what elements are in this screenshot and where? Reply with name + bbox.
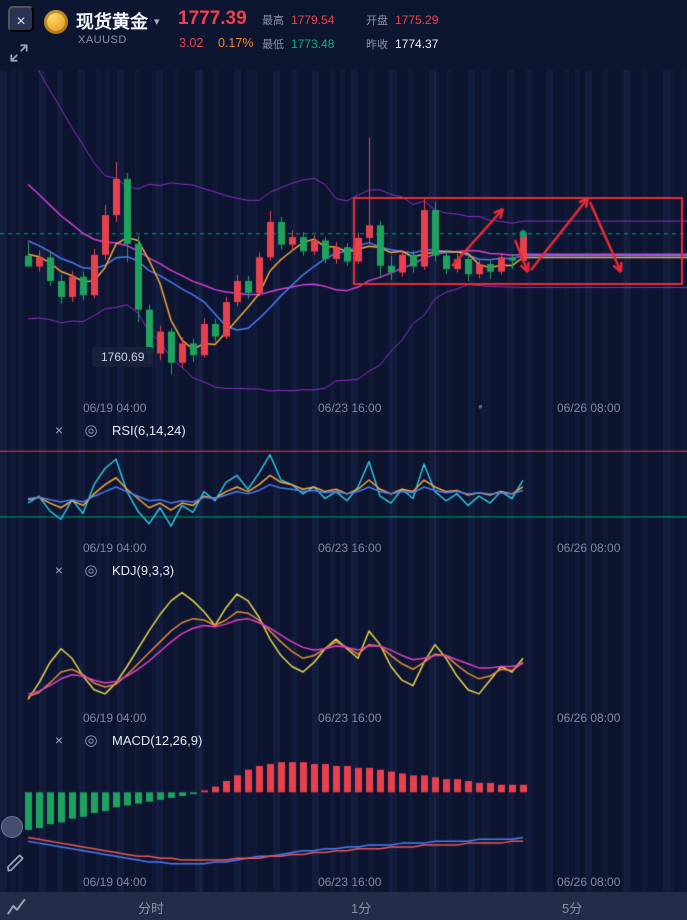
price-change-pct: 0.17% [218,36,254,50]
kdj-chart-canvas[interactable] [0,582,687,710]
panel-settings-icon[interactable]: ◎ [82,731,100,749]
tab-1min[interactable]: 1分 [351,901,372,916]
panel-close-icon[interactable]: × [50,562,68,578]
macd-time-axis: 06/19 04:00 06/23 16:00 06/26 08:00 [0,874,687,892]
stat-value: 1775.29 [395,13,439,27]
stat-high: 最高 1779.54 [262,12,334,28]
time-label: 06/23 16:00 [318,875,382,889]
time-label: 06/19 04:00 [83,875,147,889]
kdj-panel-header: × ◎ KDJ(9,3,3) [0,558,687,582]
instrument-symbol: XAUUSD [78,34,127,46]
main-chart-section: 1760.69 06/19 04:00 06/23 16:00 06/26 08… [0,70,687,418]
kdj-panel: × ◎ KDJ(9,3,3) 06/19 04:00 06/23 16:00 0… [0,558,687,728]
chart-mode-icon[interactable] [7,896,27,916]
stat-label: 最高 [262,15,284,27]
macd-chart-canvas[interactable] [0,752,687,874]
stat-prev-close: 昨收 1774.37 [366,36,438,52]
low-price-label: 1760.69 [92,347,154,367]
fullscreen-icon[interactable] [8,42,30,64]
tab-timeshare[interactable]: 分时 [138,901,165,916]
stat-value: 1779.54 [291,13,335,27]
last-price: 1777.39 [178,8,247,29]
stat-low: 最低 1773.48 [262,36,334,52]
panel-close-icon[interactable]: × [50,732,68,748]
page-dot-active[interactable]: ● [478,402,483,411]
indicator-title: KDJ(9,3,3) [112,562,175,578]
stat-value: 1774.37 [395,37,439,51]
time-label: 06/23 16:00 [318,541,382,555]
gold-coin-icon [44,10,68,34]
main-time-axis: 06/19 04:00 06/23 16:00 06/26 08:00 ● ● [0,400,687,418]
indicator-title: MACD(12,26,9) [112,732,203,748]
time-label: 06/26 08:00 [557,401,621,415]
panel-close-icon[interactable]: × [50,422,68,438]
instrument-selector[interactable]: 现货黄金 ▾ [76,8,160,34]
time-label: 06/26 08:00 [557,875,621,889]
time-label: 06/19 04:00 [83,711,147,725]
macd-panel: × ◎ MACD(12,26,9) 06/19 04:00 06/23 16:0… [0,728,687,892]
time-label: 06/23 16:00 [318,401,382,415]
stat-label: 昨收 [366,39,388,51]
tab-5min[interactable]: 5分 [562,901,583,916]
rsi-time-axis: 06/19 04:00 06/23 16:00 06/26 08:00 [0,540,687,558]
chevron-down-icon: ▾ [154,15,160,28]
time-label: 06/19 04:00 [83,541,147,555]
instrument-title: 现货黄金 [76,12,148,32]
rsi-panel: × ◎ RSI(6,14,24) 06/19 04:00 06/23 16:00… [0,418,687,558]
floating-tool-button[interactable] [1,816,23,838]
time-label: 06/26 08:00 [557,711,621,725]
stat-label: 开盘 [366,15,388,27]
time-label: 06/23 16:00 [318,711,382,725]
rsi-chart-canvas[interactable] [0,442,687,540]
stat-value: 1773.48 [291,37,335,51]
rsi-panel-header: × ◎ RSI(6,14,24) [0,418,687,442]
time-label: 06/19 04:00 [83,401,147,415]
stat-open: 开盘 1775.29 [366,12,438,28]
close-icon[interactable]: × [8,6,34,32]
price-change: 3.02 [179,36,204,50]
indicator-title: RSI(6,14,24) [112,422,186,438]
panel-settings-icon[interactable]: ◎ [82,561,100,579]
panel-settings-icon[interactable]: ◎ [82,421,100,439]
kdj-time-axis: 06/19 04:00 06/23 16:00 06/26 08:00 [0,710,687,728]
quote-header: × 现货黄金 ▾ XAUUSD 1777.39 3.02 0.17% 最高 177… [0,0,687,70]
timeframe-bar: 分时 1分 5分 [0,892,687,920]
time-label: 06/26 08:00 [557,541,621,555]
page-dot[interactable]: ● [478,402,483,411]
draw-pencil-icon[interactable] [4,852,26,874]
main-chart-canvas[interactable] [0,70,687,400]
macd-panel-header: × ◎ MACD(12,26,9) [0,728,687,752]
stat-label: 最低 [262,39,284,51]
